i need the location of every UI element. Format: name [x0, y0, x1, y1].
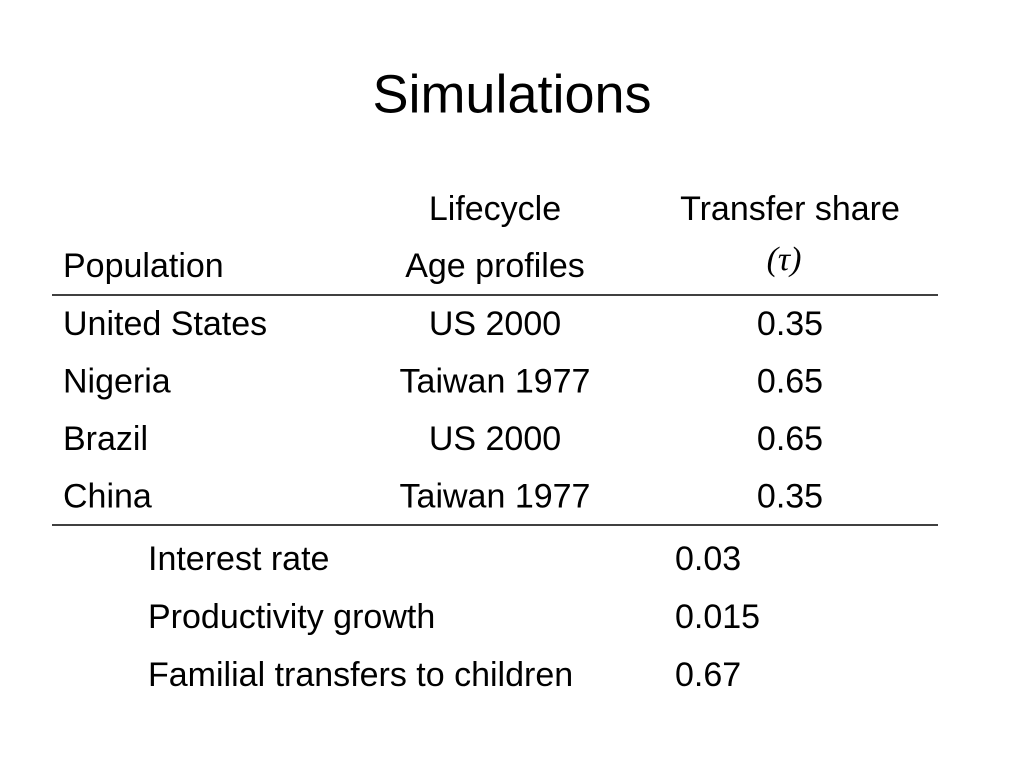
table-cell: 0.65 — [757, 420, 823, 458]
table-cell: 0.65 — [757, 362, 823, 400]
slide-title: Simulations — [372, 64, 651, 124]
parameter-value: 0.015 — [675, 598, 760, 636]
column-header: (τ) — [767, 241, 802, 278]
column-header: Population — [63, 247, 224, 285]
table-cell: 0.35 — [757, 305, 823, 343]
column-header: Age profiles — [405, 247, 585, 285]
column-header: Transfer share — [680, 190, 900, 228]
parameter-list: Interest rate 0.03 Productivity growth 0.01… — [148, 540, 760, 694]
table-body: United States US 2000 0.35 Nigeria Taiwan 19… — [63, 305, 823, 516]
table-cell: Taiwan 1977 — [400, 477, 591, 515]
table-cell: United States — [63, 305, 267, 343]
column-header: Lifecycle — [429, 190, 561, 228]
table-cell: US 2000 — [429, 305, 561, 343]
table-cell: China — [63, 477, 152, 515]
parameter-label: Familial transfers to children — [148, 656, 573, 694]
table-cell: Nigeria — [63, 362, 171, 400]
table-cell: 0.35 — [757, 477, 823, 515]
parameter-value: 0.67 — [675, 656, 741, 694]
table-cell: US 2000 — [429, 420, 561, 458]
table-cell: Brazil — [63, 420, 148, 458]
parameter-label: Productivity growth — [148, 598, 435, 636]
parameter-label: Interest rate — [148, 540, 329, 578]
table-cell: Taiwan 1977 — [400, 362, 591, 400]
parameter-value: 0.03 — [675, 540, 741, 578]
